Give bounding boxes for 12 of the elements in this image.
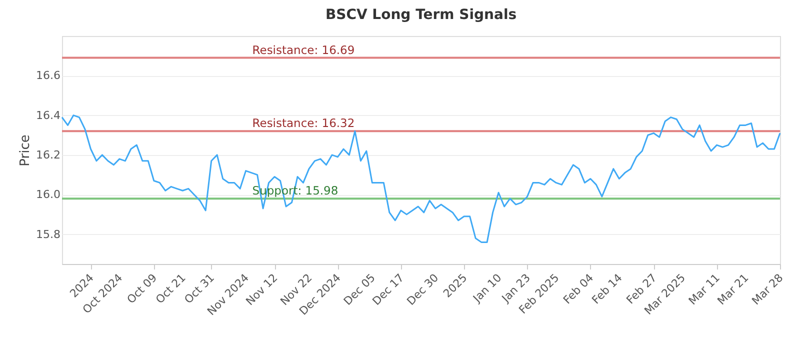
x-tick-label: Mar 28 (749, 271, 786, 308)
line-series (61, 114, 781, 243)
y-tick-label: 16.4 (36, 108, 60, 122)
x-tick-label: Dec 30 (404, 271, 442, 308)
y-tick-label: 15.8 (36, 228, 60, 241)
y-tick-label: 16.6 (36, 69, 60, 82)
chart-title: BSCV Long Term Signals (325, 7, 517, 23)
y-tick-label: 16.2 (36, 148, 60, 162)
ref-line-label: Resistance: 16.69 (252, 42, 355, 57)
y-tick-label: 16.0 (36, 188, 60, 202)
y-axis-title: Price (18, 134, 34, 166)
ref-line-label: Resistance: 16.32 (252, 116, 355, 130)
